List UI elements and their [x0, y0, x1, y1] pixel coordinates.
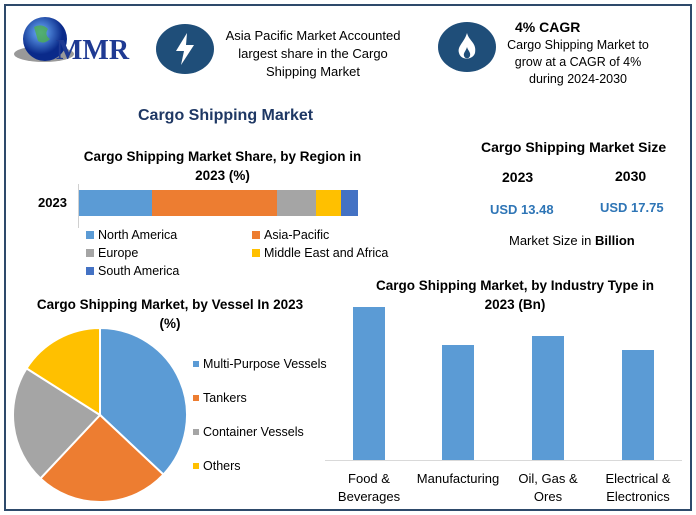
legend-swatch	[193, 395, 199, 401]
industry-chart-title: Cargo Shipping Market, by Industry Type …	[375, 278, 655, 312]
region-legend-item: North America	[86, 228, 177, 242]
legend-swatch	[193, 361, 199, 367]
region-y-label: 2023	[38, 195, 67, 210]
value-2030: USD 17.75	[600, 200, 664, 215]
industry-bar	[442, 345, 474, 460]
region-bar-segment-asia-pacific	[151, 190, 278, 216]
infographic-frame	[4, 4, 692, 511]
legend-label: Middle East and Africa	[264, 246, 389, 260]
legend-swatch	[252, 249, 260, 257]
legend-label: Asia-Pacific	[264, 228, 330, 242]
main-title: Cargo Shipping Market	[138, 107, 314, 124]
industry-x-label: Food & Beverages	[337, 471, 401, 504]
legend-label: Multi-Purpose Vessels	[203, 357, 327, 371]
industry-bar	[532, 336, 564, 460]
year-2030: 2030	[615, 168, 647, 184]
globe-icon	[14, 17, 74, 62]
industry-baseline	[325, 460, 682, 461]
vessel-legend-item: Container Vessels	[193, 425, 304, 439]
logo-text: MMR	[56, 35, 130, 66]
legend-swatch	[193, 463, 199, 469]
region-legend-item: Asia-Pacific	[252, 228, 329, 242]
pie-slice-multi-purpose-vessels	[99, 326, 188, 476]
region-bar-segment-middle-east-and-africa	[316, 190, 342, 216]
vessel-pie-chart	[12, 326, 188, 503]
market-size-title: Cargo Shipping Market Size	[481, 139, 667, 155]
lightning-bolt-icon	[156, 24, 214, 74]
vessel-legend-item: Tankers	[193, 391, 247, 405]
legend-label: North America	[98, 228, 178, 242]
vessel-chart-title: Cargo Shipping Market, by Vessel In 2023…	[36, 297, 304, 331]
region-bar-segment-south-america	[341, 190, 358, 216]
unit-prefix: Market Size in	[509, 233, 595, 248]
industry-x-label: Electrical & Electronics	[605, 471, 671, 504]
pie-slice-container-vessels	[12, 367, 102, 480]
legend-swatch	[86, 249, 94, 257]
region-legend-item: Middle East and Africa	[252, 246, 388, 260]
cagr-text: Cargo Shipping Market to grow at a CAGR …	[507, 38, 649, 86]
legend-swatch	[193, 429, 199, 435]
industry-bar	[353, 307, 385, 460]
mmr-logo: MMR	[12, 12, 142, 72]
cagr-title: 4% CAGR	[515, 19, 581, 35]
year-2023: 2023	[502, 169, 534, 185]
legend-label: Europe	[98, 246, 139, 260]
legend-swatch	[86, 267, 94, 275]
vessel-legend-item: Multi-Purpose Vessels	[193, 357, 327, 371]
region-legend-item: Europe	[86, 246, 138, 260]
region-legend-item: South America	[86, 264, 179, 278]
region-bar-segment-europe	[277, 190, 317, 216]
market-size-unit: Market Size in Billion	[509, 233, 635, 248]
highlight-asia-pacific: Asia Pacific Market Accounted largest sh…	[225, 28, 401, 79]
region-bar-segment-north-america	[79, 190, 152, 216]
legend-swatch	[252, 231, 260, 239]
industry-x-label: Manufacturing	[416, 471, 500, 486]
vessel-legend-item: Others	[193, 459, 241, 473]
industry-x-label: Oil, Gas & Ores	[518, 471, 578, 504]
region-axis-line	[78, 184, 79, 228]
legend-label: South America	[98, 264, 180, 278]
legend-label: Container Vessels	[203, 425, 304, 439]
legend-label: Others	[203, 459, 241, 473]
pie-slice-others	[25, 326, 101, 417]
region-chart-title: Cargo Shipping Market Share, by Region i…	[83, 149, 362, 183]
pie-slice-tankers	[39, 413, 165, 503]
unit-bold: Billion	[594, 233, 635, 248]
value-2023: USD 13.48	[490, 202, 554, 217]
legend-swatch	[86, 231, 94, 239]
industry-bar	[622, 349, 654, 460]
flame-icon	[438, 22, 496, 72]
legend-label: Tankers	[203, 391, 247, 405]
